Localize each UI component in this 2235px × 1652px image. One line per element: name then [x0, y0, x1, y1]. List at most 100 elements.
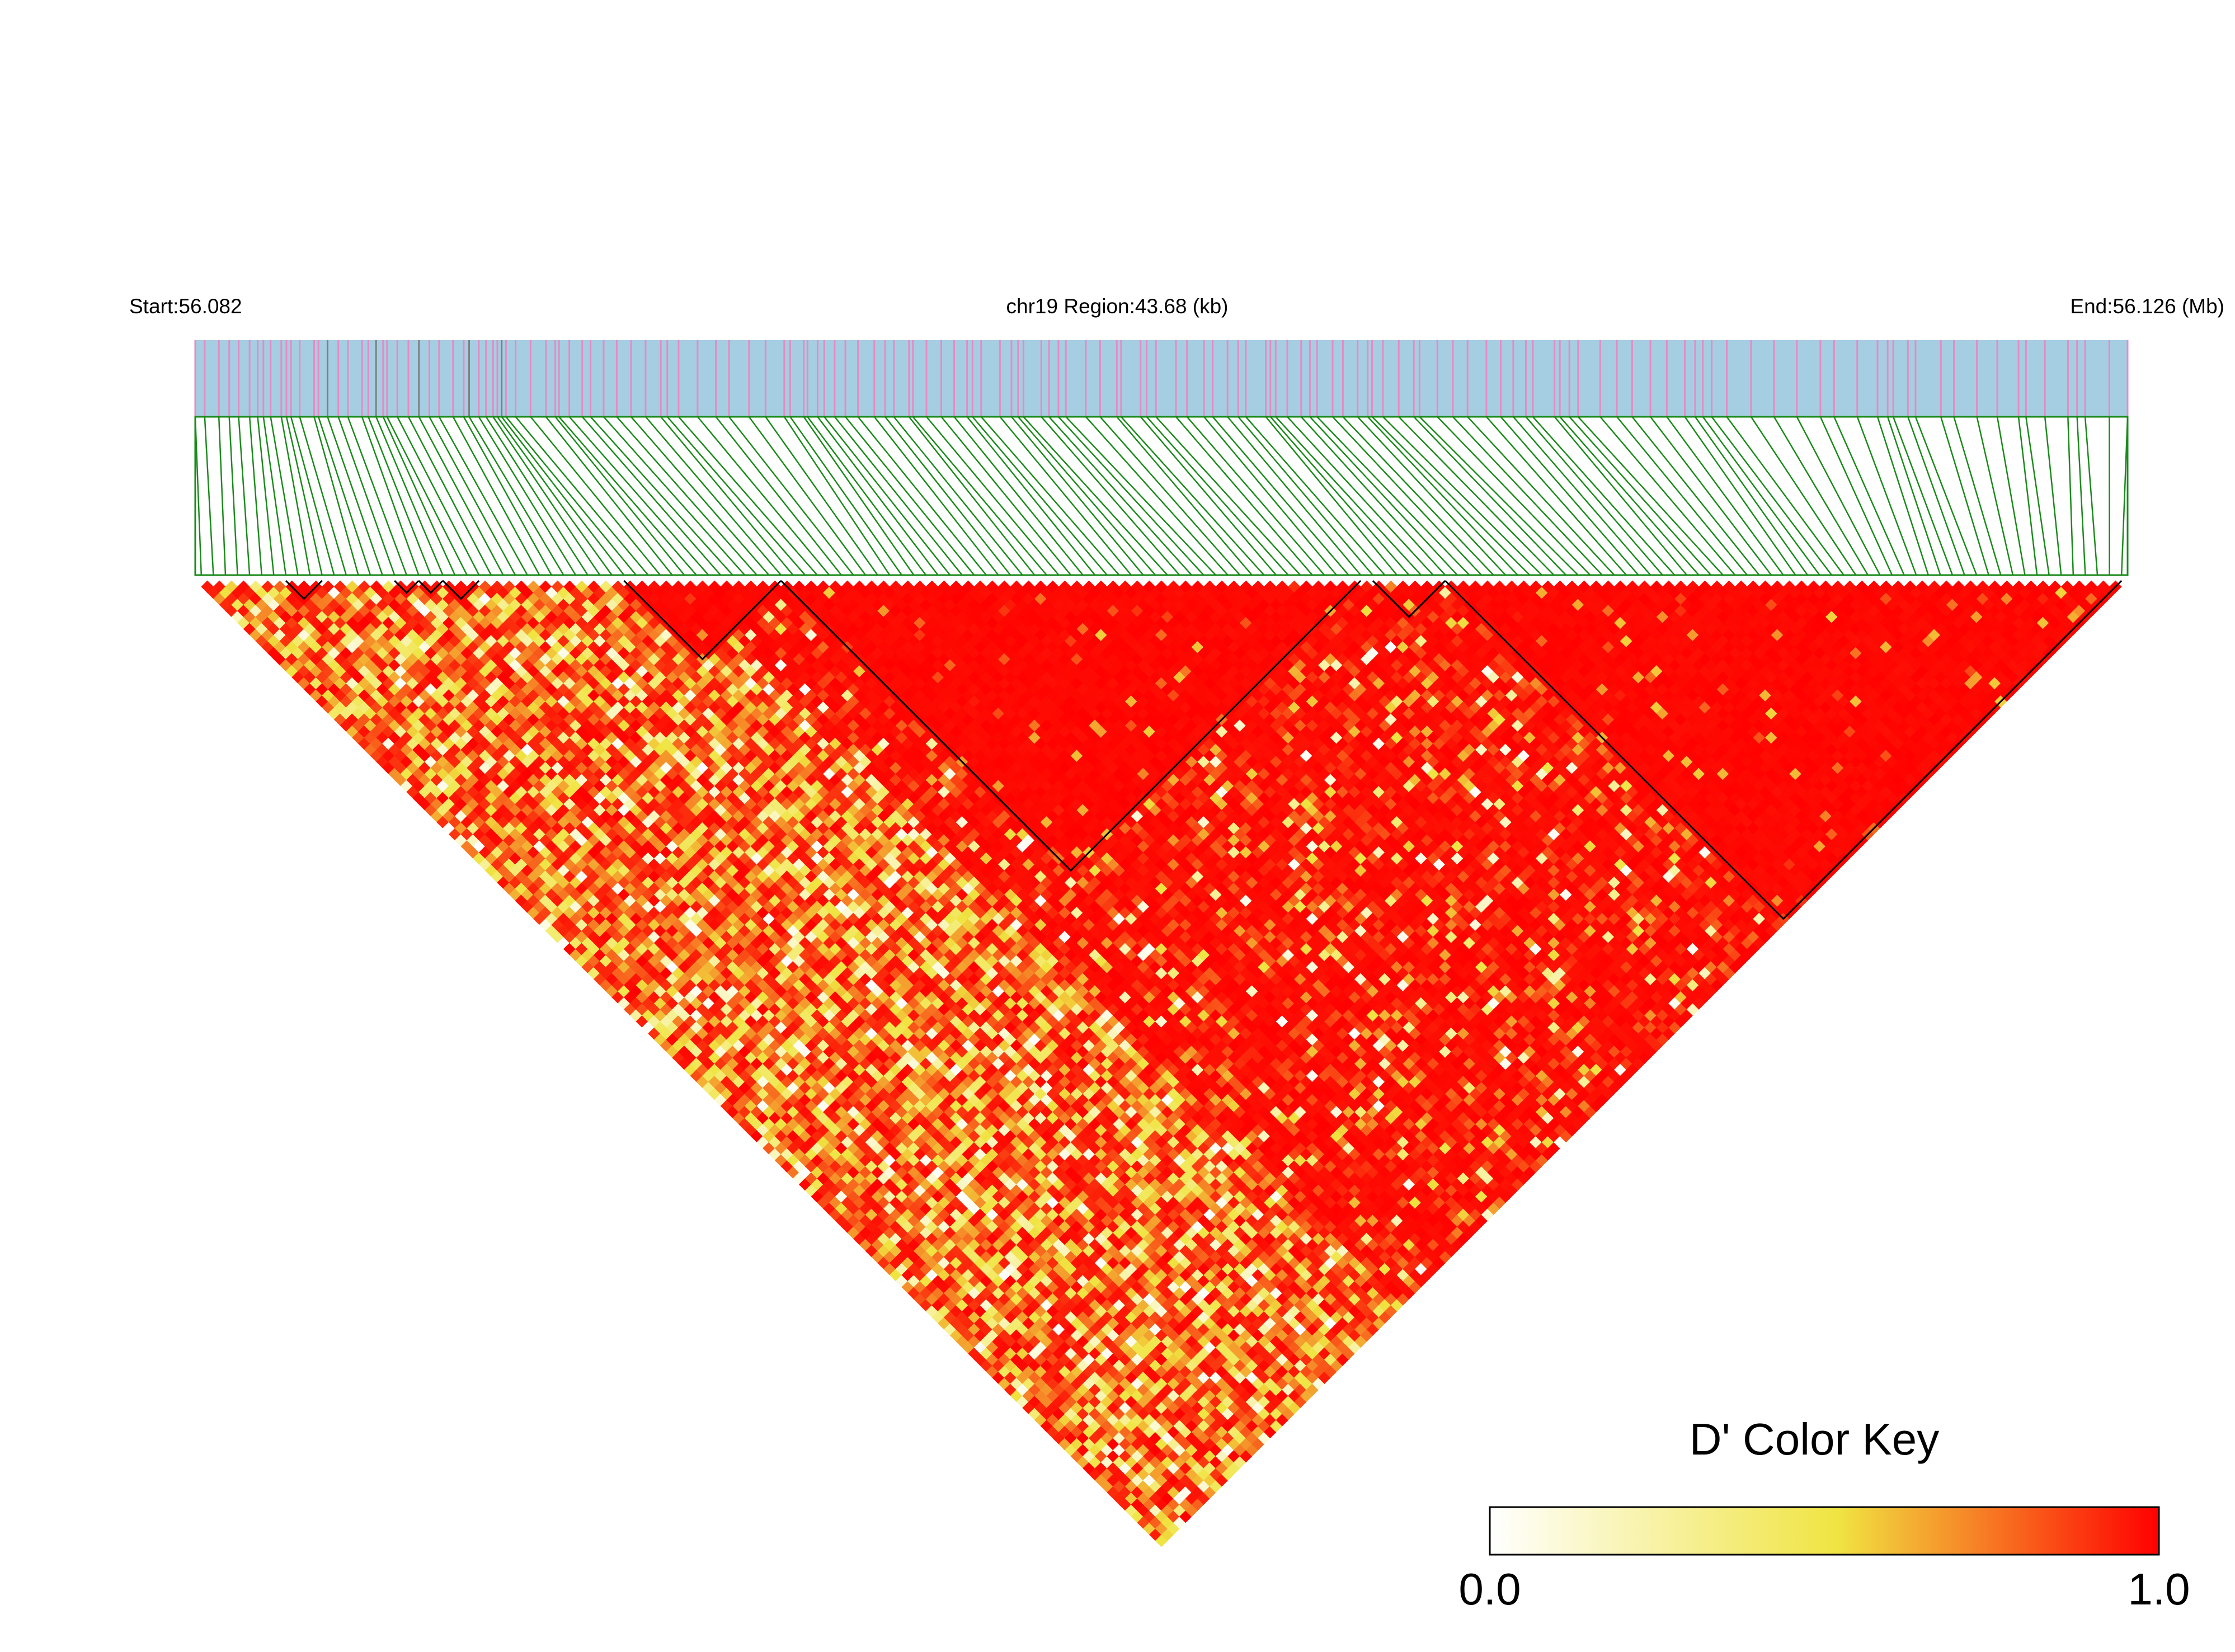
snp-connector: [1367, 416, 1518, 576]
snp-connector: [368, 416, 432, 576]
snp-connector: [1017, 416, 1156, 576]
snp-connector: [1265, 416, 1398, 576]
snp-connector: [630, 416, 770, 576]
snp-connector: [1940, 416, 1989, 576]
snp-connector: [1023, 416, 1168, 576]
snp-connector: [2044, 416, 2062, 576]
snp-connector: [1711, 416, 1833, 576]
snp-connector: [1726, 416, 1845, 576]
snp-connector: [1702, 416, 1820, 576]
snp-connector: [313, 416, 359, 576]
snp-connector: [545, 416, 673, 576]
snp-connector: [940, 416, 1072, 576]
snp-connector: [1886, 416, 1941, 576]
snp-connector: [463, 416, 552, 576]
snp-connector: [1175, 416, 1313, 576]
snp-connector: [966, 416, 1096, 576]
snp-connector: [327, 416, 383, 576]
snp-connector: [817, 416, 939, 576]
snp-connector: [1357, 416, 1507, 576]
snp-connector: [660, 416, 794, 576]
snp-connector: [980, 416, 1120, 576]
snp-connector: [1694, 416, 1808, 576]
snp-connector: [1371, 416, 1531, 576]
snp-connector: [999, 416, 1132, 576]
snp-connector: [884, 416, 1011, 576]
snp-connector: [1650, 416, 1772, 576]
region-end-label: End:56.126 (Mb): [2070, 295, 2224, 318]
snp-connector: [1666, 416, 1784, 576]
snp-connector: [468, 416, 564, 576]
snp-connector: [590, 416, 733, 576]
snp-connector: [845, 416, 975, 576]
snp-connector: [407, 416, 492, 576]
snp-connector: [616, 416, 757, 576]
snp-connector: [337, 416, 396, 576]
snp-connector: [554, 416, 685, 576]
snp-connector: [530, 416, 661, 576]
snp-connector: [873, 416, 999, 576]
snp-connector: [204, 416, 214, 576]
snp-connector: [452, 416, 540, 576]
snp-connector: [1437, 416, 1591, 576]
snp-connector: [382, 416, 456, 576]
snp-connector: [1532, 416, 1676, 576]
snp-connector: [238, 416, 251, 576]
snp-connector: [1398, 416, 1555, 576]
snp-connector: [1155, 416, 1301, 576]
ld-matrix: [201, 580, 2122, 1547]
snp-connector: [1914, 416, 1978, 576]
snp-connector: [492, 416, 601, 576]
snp-connector: [194, 416, 203, 576]
region-title: chr19 Region:43.68 (kb): [1006, 295, 1229, 318]
snp-connector: [1186, 416, 1325, 576]
snp-connector: [386, 416, 468, 576]
snp-connector: [1287, 416, 1434, 576]
snp-connector: [1413, 416, 1567, 576]
snp-connector: [1099, 416, 1241, 576]
snp-connector: [1140, 416, 1277, 576]
snp-connector: [485, 416, 589, 576]
snp-connector: [1512, 416, 1651, 576]
snp-connector: [783, 416, 891, 576]
snp-connector: [666, 416, 806, 576]
snp-connector: [318, 416, 371, 576]
snp-connector: [568, 416, 709, 576]
snp-connector: [418, 416, 504, 576]
snp-connector: [1212, 416, 1349, 576]
snp-connector: [228, 416, 238, 576]
snp-connector: [299, 416, 347, 576]
snp-connector: [834, 416, 963, 576]
snp-connector: [912, 416, 1047, 576]
snp-connector: [505, 416, 637, 576]
snp-connector: [908, 416, 1036, 576]
snp-connector: [893, 416, 1023, 576]
snp-connector: [375, 416, 444, 576]
snp-connector: [1316, 416, 1470, 576]
snp-connector: [1525, 416, 1663, 576]
snp-connector: [1332, 416, 1482, 576]
snp-connector: [285, 416, 323, 576]
snp-connector: [429, 416, 516, 576]
snp-connector: [1819, 416, 1893, 576]
snp-connector: [1227, 416, 1362, 576]
snp-connector: [1907, 416, 1965, 576]
snp-connector: [2084, 416, 2098, 576]
snp-connector: [257, 416, 275, 576]
snp-connector: [280, 416, 311, 576]
snp-connector: [1577, 416, 1724, 576]
snp-connector: [397, 416, 480, 576]
snp-connector: [953, 416, 1084, 576]
snp-connector: [2120, 416, 2129, 576]
snp-connector: [1085, 416, 1229, 576]
snp-connector: [1120, 416, 1265, 576]
snp-connector: [1203, 416, 1337, 576]
snp-connector: [1876, 416, 1929, 576]
snp-connector: [1048, 416, 1192, 576]
snp-connector: [1269, 416, 1410, 576]
region-start-label: Start:56.082: [129, 295, 242, 318]
snp-connector: [1300, 416, 1446, 576]
snp-connector: [1616, 416, 1748, 576]
connector-frame: [194, 416, 2129, 576]
